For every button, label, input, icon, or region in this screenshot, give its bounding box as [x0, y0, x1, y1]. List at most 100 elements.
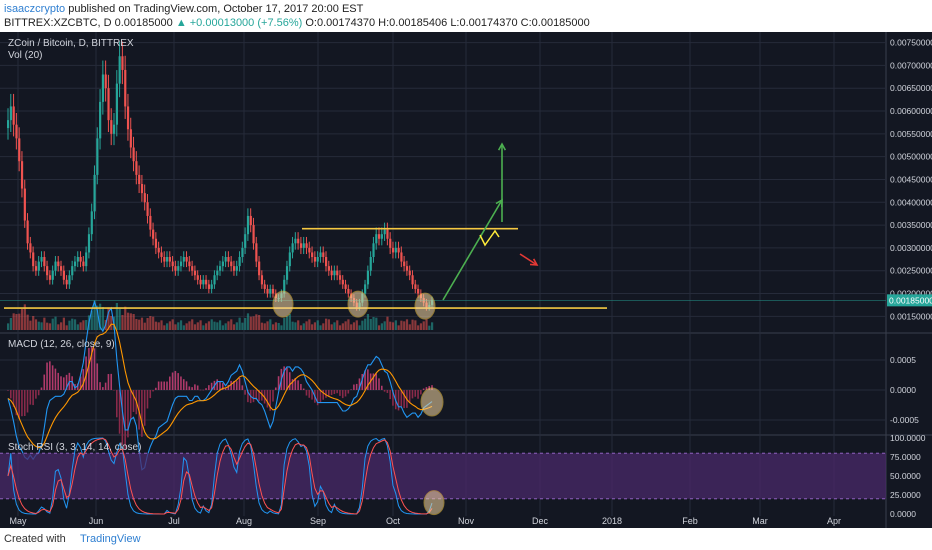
- candle-body: [411, 275, 414, 285]
- macd-histogram-bar: [319, 390, 322, 403]
- macd-histogram-bar: [400, 390, 403, 407]
- last-price-label: 0.00185000: [889, 295, 932, 305]
- volume-bar: [154, 321, 158, 330]
- volume-bar: [288, 314, 291, 330]
- candle-body: [157, 247, 160, 253]
- arrow-breakdown-shaft: [519, 253, 538, 266]
- volume-bar: [171, 319, 174, 330]
- volume-bar: [299, 325, 303, 330]
- chart-svg[interactable]: May Jun Jul Aug Sep Oct Nov Dec 2018 Feb Mar Apr 0.0…: [0, 32, 932, 528]
- candle-body: [182, 257, 185, 262]
- macd-histogram-bar: [291, 379, 294, 390]
- candle-body: [207, 284, 211, 289]
- candle-body: [54, 261, 57, 271]
- volume-bar: [336, 320, 339, 330]
- volume-bar: [177, 322, 180, 330]
- candle-body: [322, 252, 325, 257]
- macd-histogram-bar: [127, 390, 129, 438]
- volume-bar: [199, 320, 202, 330]
- volume-bar: [397, 325, 400, 330]
- candle-body: [166, 257, 169, 262]
- volume-bar: [73, 319, 77, 330]
- candle-body: [235, 266, 238, 271]
- candle-body: [126, 106, 130, 130]
- macd-histogram-bar: [288, 372, 291, 390]
- macd-histogram-bar: [283, 366, 285, 390]
- candle-body: [99, 101, 102, 139]
- volume-bar: [12, 313, 15, 330]
- volume-bar: [269, 319, 272, 330]
- price-change: ▲ +0.00013000 (+7.56%): [175, 17, 303, 29]
- macd-histogram-bar: [252, 390, 255, 403]
- candle-body: [336, 270, 339, 276]
- volume-bar: [246, 313, 250, 330]
- candle-body: [316, 257, 319, 262]
- macd-histogram-bar: [163, 381, 166, 390]
- volume-bar: [280, 325, 283, 330]
- candle-body: [7, 120, 10, 129]
- volume-bar: [18, 313, 21, 330]
- macd-histogram-bar: [191, 387, 193, 390]
- macd-histogram-bar: [46, 362, 48, 390]
- volume-bar: [210, 319, 213, 330]
- candle-body: [244, 234, 247, 248]
- macd-histogram-bar: [121, 390, 124, 446]
- macd-histogram-bar: [110, 373, 113, 390]
- created-with-label: Created with: [4, 533, 66, 545]
- candle-body: [73, 261, 77, 267]
- macd-histogram-bar: [375, 373, 378, 390]
- candle-body: [15, 124, 18, 139]
- macd-histogram-bar: [325, 390, 327, 398]
- candle-body: [196, 275, 199, 280]
- x-tick-label: Aug: [236, 516, 252, 526]
- stoch-tick-label: 100.0000: [890, 433, 926, 443]
- volume-bar: [352, 322, 356, 330]
- candle-body: [87, 234, 91, 253]
- candle-body: [118, 56, 121, 84]
- volume-bar: [386, 316, 389, 330]
- macd-histogram-bar: [241, 385, 244, 390]
- candle-body: [96, 138, 99, 175]
- volume-bar: [277, 323, 280, 330]
- x-tick-label: Nov: [458, 516, 475, 526]
- volume-bar: [68, 320, 71, 330]
- macd-histogram-bar: [230, 380, 232, 390]
- volume-bar: [32, 316, 35, 330]
- volume-bar: [62, 317, 65, 330]
- x-tick-label: 2018: [602, 516, 622, 526]
- candle-body: [299, 243, 303, 248]
- macd-line: [7, 300, 433, 471]
- macd-histogram-bar: [221, 383, 224, 390]
- candle-body: [327, 266, 330, 271]
- volume-bar: [230, 319, 233, 330]
- volume-bar: [422, 321, 425, 330]
- volume-bar: [319, 325, 322, 330]
- author-link[interactable]: isaaczcrypto: [4, 3, 66, 15]
- macd-histogram-bar: [152, 390, 154, 392]
- volume-bar: [405, 319, 409, 330]
- macd-histogram-bar: [297, 380, 299, 390]
- candle-body: [121, 56, 124, 70]
- volume-bar: [244, 318, 247, 330]
- candle-body: [76, 257, 79, 262]
- x-tick-label: Jun: [89, 516, 104, 526]
- stoch-d-line: [7, 438, 433, 515]
- volume-bar: [341, 323, 344, 330]
- candle-body: [305, 243, 308, 248]
- y-tick-label: 0.00700000: [890, 60, 932, 70]
- candle-body: [238, 257, 241, 267]
- macd-histogram-bar: [380, 385, 383, 390]
- candle-body: [65, 279, 68, 285]
- volume-bar: [403, 321, 406, 330]
- volume-bar: [152, 316, 155, 330]
- volume-bar: [383, 321, 386, 330]
- tradingview-brand[interactable]: TradingView: [80, 533, 141, 545]
- candle-body: [266, 288, 269, 294]
- macd-histogram-bar: [180, 376, 182, 390]
- candle-body: [285, 266, 289, 280]
- volume-bar: [185, 323, 188, 330]
- volume-bar: [93, 300, 96, 330]
- chart-area[interactable]: May Jun Jul Aug Sep Oct Nov Dec 2018 Feb Mar Apr 0.0…: [0, 32, 932, 528]
- x-tick-label: Mar: [752, 516, 768, 526]
- candle-body: [93, 174, 96, 212]
